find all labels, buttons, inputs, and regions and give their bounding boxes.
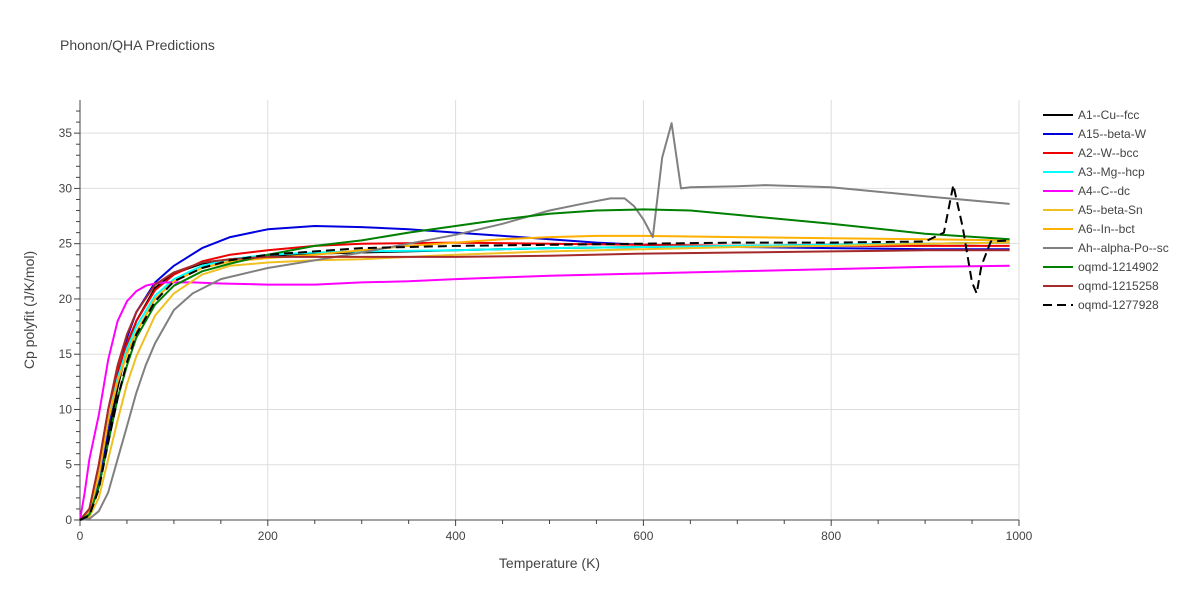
legend-label: oqmd-1277928	[1078, 298, 1159, 312]
series-line-5	[79, 264, 1010, 521]
x-axis-label: Temperature (K)	[499, 555, 600, 571]
plot-lines	[79, 122, 1010, 521]
x-tick-label: 1000	[1006, 529, 1033, 543]
legend-label: A6--In--bct	[1078, 222, 1135, 236]
legend-label: A5--beta-Sn	[1078, 203, 1143, 217]
series-line-10	[79, 249, 1010, 521]
y-axis-label: Cp polyfit (J/K/mol)	[21, 251, 37, 369]
y-tick-label: 5	[65, 458, 72, 472]
legend-label: A2--W--bcc	[1078, 146, 1138, 160]
legend-label: oqmd-1214902	[1078, 260, 1159, 274]
legend-label: oqmd-1215258	[1078, 279, 1159, 293]
grid	[80, 100, 1020, 520]
series-line-7	[79, 234, 1010, 521]
legend-label: A1--Cu--fcc	[1078, 108, 1139, 122]
chart-title: Phonon/QHA Predictions	[60, 37, 215, 53]
legend-label: Ah--alpha-Po--sc	[1078, 241, 1169, 255]
series-line-6	[79, 241, 1010, 521]
x-tick-label: 400	[446, 529, 466, 543]
y-tick-label: 25	[59, 237, 73, 251]
axes: 0 200 400 600 800 1000 0 5 10 15 20 25 30 35	[59, 100, 1033, 543]
y-tick-label: 0	[65, 513, 72, 527]
y-tick-label: 20	[59, 292, 73, 306]
x-tick-label: 800	[821, 529, 841, 543]
legend-label: A3--Mg--hcp	[1078, 165, 1145, 179]
x-tick-label: 200	[258, 529, 278, 543]
y-tick-label: 15	[59, 347, 73, 361]
legend-label: A4--C--dc	[1078, 184, 1130, 198]
legend-label: A15--beta-W	[1078, 127, 1147, 141]
series-line-11	[79, 184, 1010, 521]
legend: A1--Cu--fcc A15--beta-W A2--W--bcc A3--Mg--…	[1043, 108, 1169, 312]
x-tick-label: 600	[633, 529, 653, 543]
x-tick-label: 0	[77, 529, 84, 543]
y-tick-label: 10	[59, 402, 73, 416]
y-tick-label: 30	[59, 181, 73, 195]
series-line-8	[79, 122, 1010, 521]
y-tick-label: 35	[59, 126, 73, 140]
